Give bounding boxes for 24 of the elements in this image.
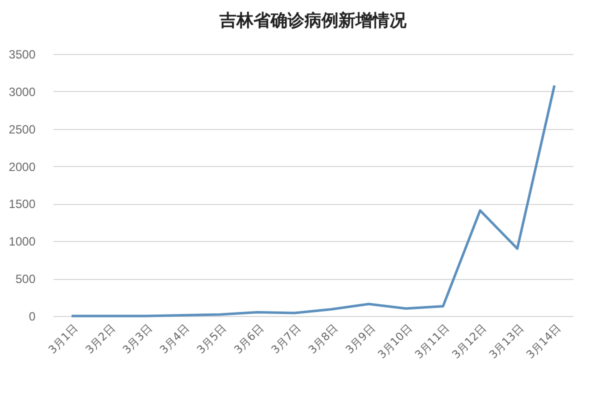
y-tick-label: 0 [28, 310, 36, 324]
x-tick-label: 3月1日 [46, 322, 81, 356]
y-tick-label: 3000 [8, 84, 36, 99]
x-tick-label: 3月7日 [268, 322, 304, 356]
y-tick-label: 3500 [8, 48, 36, 62]
x-tick-label: 3月12日 [450, 322, 490, 362]
y-tick-label: 500 [15, 272, 36, 286]
y-tick-label: 2500 [8, 122, 36, 136]
x-tick-label: 3月13日 [486, 322, 526, 362]
chart-title: 吉林省确诊病例新增情况 [218, 11, 408, 31]
x-tick-label: 3月3日 [120, 322, 155, 356]
x-tick-label: 3月9日 [343, 322, 378, 356]
x-tick-label: 3月14日 [524, 322, 564, 362]
x-tick-label: 3月8日 [306, 322, 341, 356]
y-tick-label: 1500 [8, 197, 36, 212]
x-tick-label: 3月6日 [232, 322, 266, 356]
x-tick-label: 3月11日 [412, 322, 452, 362]
line-series [70, 84, 556, 318]
x-tick-label: 3月2日 [83, 322, 118, 356]
x-tick-label: 3月5日 [194, 322, 230, 356]
y-tick-label: 1000 [8, 234, 36, 249]
y-tick-label: 2000 [8, 160, 36, 174]
x-tick-label: 3月4日 [157, 322, 192, 356]
x-tick-label: 3月10日 [375, 322, 415, 362]
